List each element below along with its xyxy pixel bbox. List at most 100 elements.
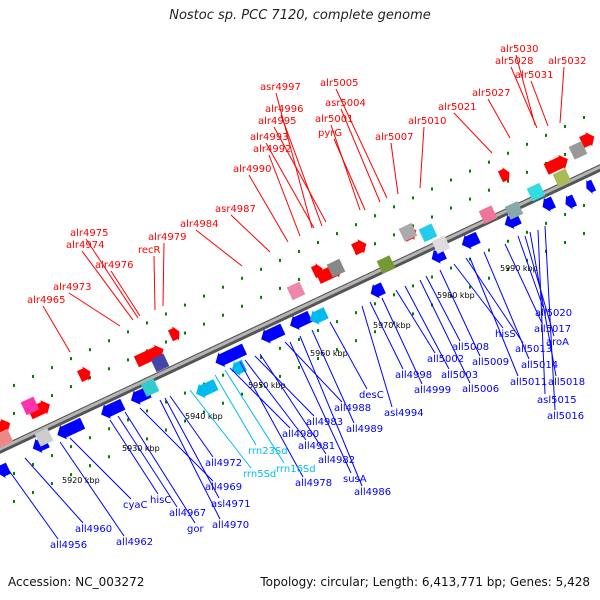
reverse-gene[interactable] [54,416,86,442]
gene-label[interactable]: asr4997 [260,82,301,93]
gene-label[interactable]: alr4976 [95,260,133,271]
gene-label[interactable]: alr4965 [27,295,65,306]
gene-label[interactable]: all4983 [306,417,343,428]
misc-feature[interactable] [478,205,498,224]
reverse-gene[interactable] [367,281,386,301]
reverse-gene[interactable] [258,322,287,347]
gene-label[interactable]: all4956 [50,540,87,551]
gene-label[interactable]: aroA [546,337,569,348]
gene-label[interactable]: alr5031 [515,70,553,81]
gene-label[interactable]: rrn23Sd [248,446,288,457]
reverse-gene[interactable] [458,230,481,252]
gene-label[interactable]: alr4993 [250,132,288,143]
reverse-gene[interactable] [539,195,557,215]
misc-feature[interactable] [150,353,170,373]
gene-label[interactable]: hisC [150,495,171,506]
gene-label[interactable]: asl4971 [211,499,251,510]
gene-label[interactable]: all5018 [548,377,585,388]
gene-label[interactable]: asl5015 [537,395,577,406]
forward-gene[interactable] [27,397,54,421]
misc-feature[interactable] [34,428,54,447]
misc-feature[interactable] [526,182,546,202]
gene-label[interactable]: all5009 [472,357,509,368]
gene-label[interactable]: alr4975 [70,228,108,239]
gene-label[interactable]: rrn5Sd [243,469,276,480]
gene-label[interactable]: all5013 [515,344,552,355]
gene-label[interactable]: alr5028 [495,56,533,67]
reverse-gene[interactable] [228,358,247,378]
forward-gene[interactable] [497,165,513,184]
misc-feature[interactable] [398,222,418,242]
gene-label[interactable]: hisS [495,329,516,340]
misc-feature[interactable] [0,428,14,448]
reverse-gene[interactable] [428,246,447,266]
misc-feature[interactable] [418,223,438,243]
gene-label[interactable]: alr5005 [320,78,358,89]
reverse-gene[interactable] [583,178,597,196]
misc-feature[interactable] [20,396,40,416]
gene-label[interactable]: alr4990 [233,164,271,175]
gene-label[interactable]: all5002 [427,354,464,365]
misc-feature[interactable] [376,255,396,274]
gene-label[interactable]: all4967 [169,508,206,519]
gene-label[interactable]: alr4995 [258,116,296,127]
gene-label[interactable]: alr4974 [66,240,104,251]
gene-label[interactable]: all4988 [334,403,371,414]
reverse-gene[interactable] [287,309,314,333]
gene-label[interactable]: asr5004 [325,98,366,109]
misc-feature[interactable] [504,201,524,220]
gene-label[interactable]: recR [138,245,161,256]
gene-label[interactable]: all4970 [212,520,249,531]
gene-label[interactable]: all4962 [116,537,153,548]
gene-label[interactable]: all4989 [346,424,383,435]
forward-gene[interactable] [167,324,183,343]
gene-label[interactable]: alr5010 [408,116,446,127]
gene-label[interactable]: cyaC [123,500,148,511]
gene-label[interactable]: alr5032 [548,56,586,67]
forward-gene[interactable] [310,261,326,280]
gene-label[interactable]: all4969 [205,482,242,493]
gene-label[interactable]: alr5021 [438,102,476,113]
gene-label[interactable]: all5006 [462,384,499,395]
reverse-gene[interactable] [193,377,220,401]
gene-label[interactable]: alr5001 [315,114,353,125]
misc-feature[interactable] [140,378,160,397]
gene-label[interactable]: all5011 [510,377,547,388]
gene-label[interactable]: alr5027 [472,88,510,99]
misc-feature[interactable] [286,281,306,301]
gene-label[interactable]: all4978 [295,478,332,489]
forward-gene[interactable] [578,129,597,149]
gene-label[interactable]: susA [343,474,367,485]
misc-feature[interactable] [568,141,588,160]
gene-label[interactable]: all4960 [75,524,112,535]
reverse-gene[interactable] [0,461,12,481]
gene-label[interactable]: all4986 [354,487,391,498]
misc-feature[interactable] [326,258,346,278]
gene-label[interactable]: all4982 [318,455,355,466]
gene-label[interactable]: asl4994 [384,408,424,419]
gene-label[interactable]: alr4992 [253,144,291,155]
reverse-gene[interactable] [306,305,329,327]
gene-label[interactable]: all4981 [298,441,335,452]
misc-feature[interactable] [431,235,451,255]
gene-label[interactable]: alr4996 [265,104,303,115]
forward-gene[interactable] [543,152,572,177]
gene-label[interactable]: desC [359,390,384,401]
gene-label[interactable]: all5008 [452,342,489,353]
gene-label[interactable]: all4998 [395,370,432,381]
gene-label[interactable]: all5016 [547,411,584,422]
forward-gene[interactable] [76,364,94,384]
gene-label[interactable]: alr5007 [375,132,413,143]
gene-label[interactable]: all4972 [205,458,242,469]
gene-label[interactable]: all5020 [535,308,572,319]
gene-label[interactable]: alr4973 [53,282,91,293]
gene-label[interactable]: all5003 [441,370,478,381]
misc-feature[interactable] [552,168,572,188]
gene-label[interactable]: pyrG [318,128,342,139]
gene-label[interactable]: alr4984 [180,219,218,230]
gene-label[interactable]: asr4987 [215,204,256,215]
reverse-gene[interactable] [212,342,248,370]
gene-label[interactable]: all5014 [521,360,558,371]
gene-label[interactable]: rrn16Sd [276,464,316,475]
gene-label[interactable]: alr5030 [500,44,538,55]
